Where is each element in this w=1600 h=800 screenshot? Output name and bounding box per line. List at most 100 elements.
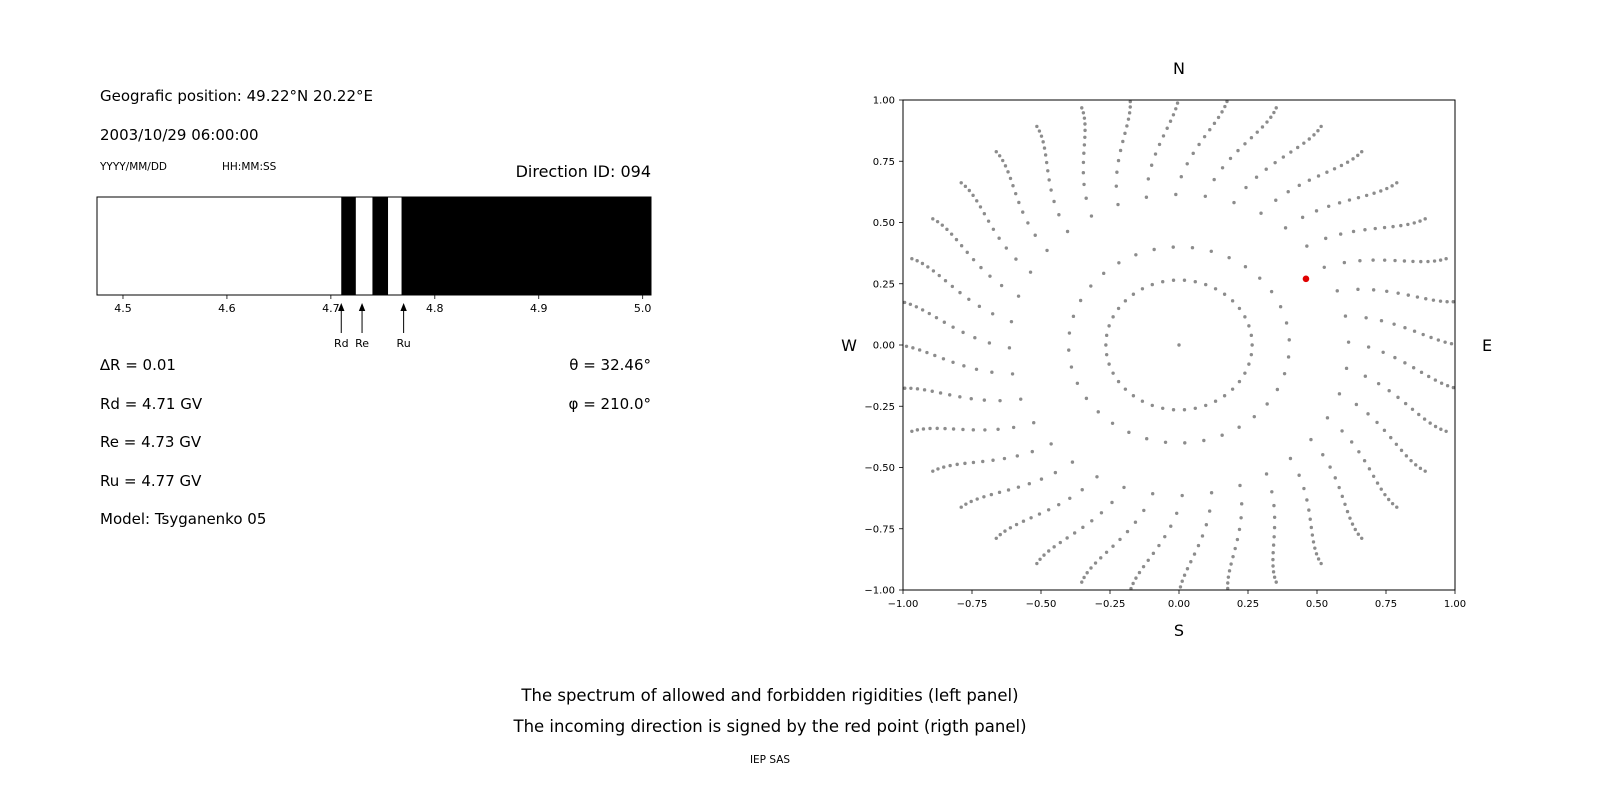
direction-dot [1021, 519, 1026, 523]
direction-dot [1163, 534, 1167, 539]
direction-dot [1250, 343, 1254, 347]
direction-dot [1209, 491, 1214, 495]
direction-dot [979, 265, 983, 270]
direction-dot [1174, 107, 1178, 111]
direction-dot [1269, 289, 1274, 294]
direction-dot [1249, 352, 1254, 357]
direction-dot [1035, 561, 1039, 566]
direction-dot [971, 257, 976, 262]
forbidden-segments [341, 197, 651, 295]
direction-dot [1123, 131, 1127, 136]
direction-dot [1309, 525, 1314, 530]
direction-dot [1445, 300, 1449, 304]
direction-dot [1462, 343, 1465, 346]
direction-dot [1328, 465, 1332, 469]
direction-dot [1238, 483, 1242, 488]
direction-dot [1131, 292, 1136, 296]
direction-dot [920, 308, 925, 312]
direction-dot [1271, 570, 1276, 574]
direction-dot [982, 495, 986, 499]
direction-dot [1041, 140, 1045, 144]
direction-dot [1284, 321, 1289, 325]
direction-dot [1239, 502, 1244, 506]
direction-dot [940, 223, 944, 227]
direction-dot [982, 212, 987, 216]
direction-dot [1332, 167, 1337, 171]
direction-dot [1078, 298, 1083, 303]
direction-dot [1403, 401, 1408, 406]
direction-dot [920, 261, 925, 266]
direction-dot [1104, 343, 1108, 347]
direction-dot [969, 396, 973, 401]
direction-dot [1271, 543, 1276, 547]
direction-dot [1372, 191, 1376, 195]
direction-dot [1015, 454, 1020, 458]
direction-dot [963, 461, 967, 466]
direction-dot [1038, 557, 1042, 561]
direction-dot [1360, 536, 1364, 541]
direction-dot [1203, 194, 1208, 198]
direction-dot [927, 311, 931, 316]
direction-x-tick-label: −0.50 [1026, 599, 1057, 610]
direction-dot [908, 302, 913, 306]
direction-dot [1107, 362, 1111, 366]
direction-dot [1348, 516, 1352, 520]
direction-dot [1232, 200, 1236, 205]
direction-dot [1363, 228, 1367, 232]
direction-dot [1314, 552, 1319, 556]
direction-dot [942, 320, 947, 324]
direction-x-tick-label: 0.50 [1306, 599, 1328, 610]
direction-dot [1213, 287, 1218, 291]
direction-dot [945, 227, 949, 232]
direction-dot [1337, 392, 1342, 396]
direction-dot [1278, 305, 1283, 309]
direction-dot [1337, 485, 1341, 490]
direction-dot [1394, 442, 1399, 446]
direction-dot [1111, 371, 1115, 375]
credit-label: IEP SAS [749, 754, 791, 766]
direction-dot [1110, 421, 1115, 425]
direction-dot [1057, 213, 1061, 217]
direction-dot [1233, 546, 1237, 551]
direction-dot [1340, 494, 1344, 499]
direction-dot [1386, 497, 1391, 502]
direction-dot [1274, 198, 1278, 202]
direction-dot [1046, 169, 1050, 173]
direction-dot [1045, 248, 1049, 253]
direction-y-tick-label: 0.75 [873, 157, 895, 168]
spectrum-frame [96, 196, 652, 296]
direction-dot [1439, 427, 1443, 431]
direction-dot [1093, 561, 1098, 565]
direction-dot [1305, 498, 1309, 502]
direction-dot [1375, 481, 1380, 485]
direction-dot [915, 428, 920, 432]
direction-dot [1393, 258, 1397, 263]
direction-dot [1423, 217, 1427, 221]
datetime-label: 2003/10/29 06:00:00 [100, 126, 259, 144]
direction-dot [1343, 502, 1347, 507]
direction-dot [963, 184, 968, 189]
direction-dot [994, 149, 998, 154]
direction-dot [1264, 472, 1269, 476]
direction-dot [1283, 226, 1288, 230]
direction-dot [1287, 338, 1291, 342]
direction-dot [1417, 412, 1421, 417]
direction-dot [971, 460, 976, 465]
direction-dot [1358, 259, 1362, 263]
direction-dot [1296, 145, 1300, 150]
direction-dot [1229, 562, 1233, 566]
direction-dot [983, 428, 987, 432]
direction-dot [1171, 245, 1175, 249]
direction-dot [1149, 163, 1154, 167]
direction-dot [1111, 544, 1115, 548]
direction-dot [1419, 259, 1423, 264]
direction-dot [1145, 437, 1149, 441]
marker-arrow-head [358, 303, 366, 311]
direction-dot [987, 341, 992, 345]
direction-dot [1146, 558, 1150, 562]
direction-dot [958, 290, 962, 295]
direction-dot [935, 219, 940, 224]
direction-dot [1058, 540, 1062, 545]
direction-dot [1364, 316, 1368, 320]
direction-dot [1325, 170, 1329, 174]
